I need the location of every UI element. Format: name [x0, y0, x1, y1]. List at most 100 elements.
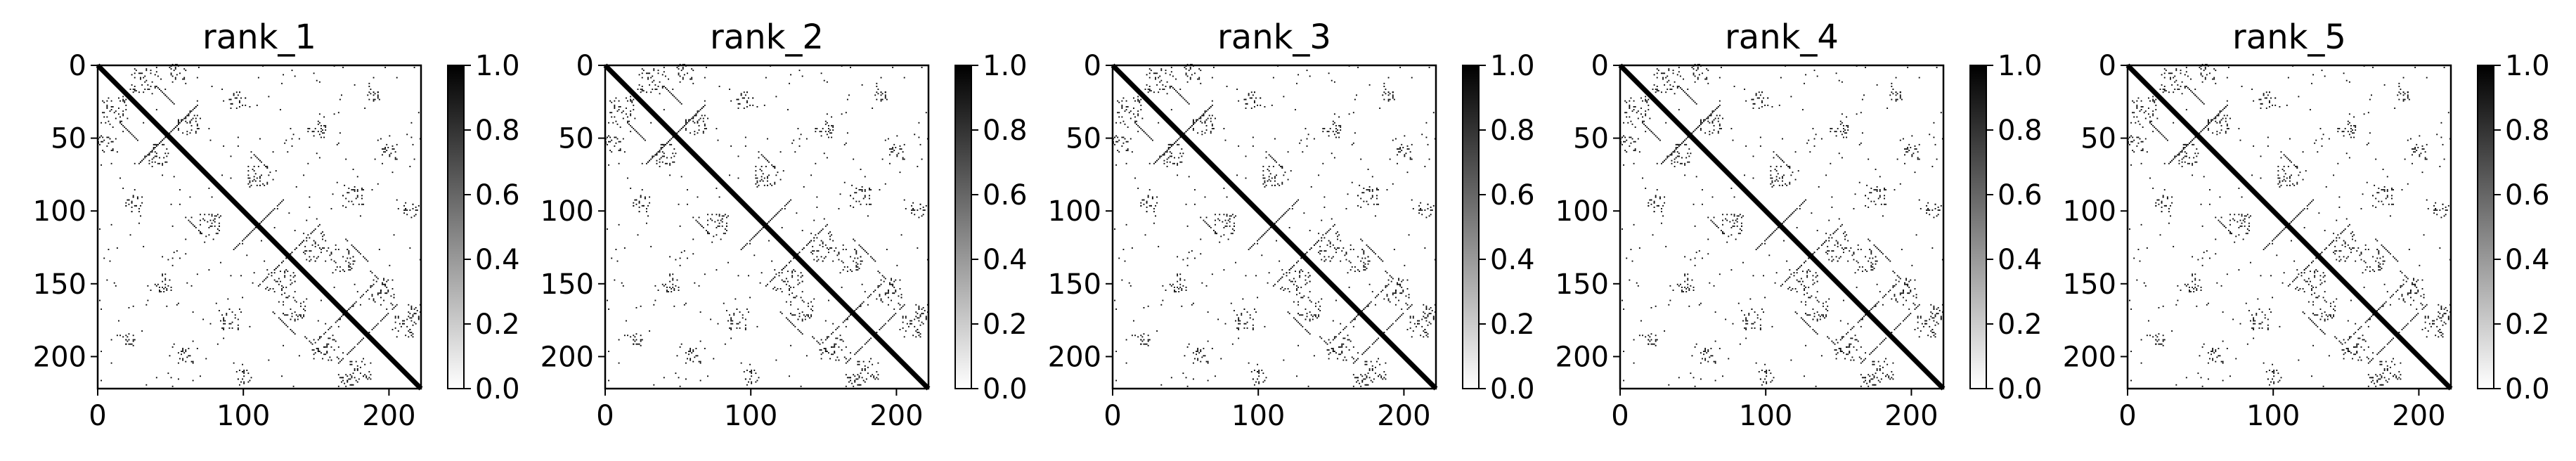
- contact-point: [254, 173, 257, 175]
- contact-point: [746, 91, 748, 93]
- contact-point: [691, 117, 693, 119]
- contact-point: [106, 145, 108, 147]
- contact-point: [668, 90, 669, 92]
- contact-point: [864, 370, 866, 371]
- contact-point: [386, 143, 388, 145]
- contact-point: [344, 184, 346, 186]
- contact-point: [816, 250, 818, 252]
- contact-point: [653, 68, 655, 70]
- contact-point: [321, 233, 322, 235]
- contact-point: [1315, 242, 1316, 245]
- contact-point: [922, 323, 924, 325]
- contact-point: [1326, 244, 1328, 246]
- contact-point: [704, 77, 706, 79]
- contact-point: [828, 249, 829, 250]
- contact-point: [842, 249, 844, 250]
- contact-point: [170, 100, 172, 102]
- contact-point: [1309, 291, 1311, 293]
- contact-point: [345, 385, 347, 387]
- contact-point: [692, 349, 694, 351]
- contact-point: [403, 209, 405, 211]
- contact-point: [664, 75, 666, 77]
- contact-point: [163, 138, 165, 140]
- contact-point: [626, 108, 627, 109]
- contact-point: [659, 158, 661, 160]
- contact-point: [744, 378, 746, 380]
- contact-point: [1371, 365, 1373, 367]
- contact-point: [1432, 204, 1435, 207]
- contact-point: [1233, 216, 1235, 219]
- colorbar-tick-label: 0.6: [983, 179, 1028, 212]
- contact-point: [854, 249, 856, 250]
- contact-point: [342, 377, 344, 379]
- contact-point: [656, 162, 658, 164]
- contact-point: [1804, 261, 1805, 264]
- contact-point: [292, 385, 295, 387]
- contact-point: [1428, 313, 1430, 315]
- contact-point: [841, 349, 843, 351]
- contact-point: [1908, 314, 1910, 316]
- contact-point: [860, 189, 862, 190]
- contact-point: [1170, 377, 1172, 379]
- contact-point: [196, 273, 198, 275]
- contact-point: [1717, 132, 1719, 134]
- contact-point: [672, 161, 674, 163]
- contact-point: [1827, 336, 1829, 338]
- contact-point: [879, 329, 881, 330]
- contact-point: [759, 180, 761, 182]
- contact-point: [892, 292, 894, 294]
- contact-point: [1671, 154, 1673, 156]
- contact-point: [1309, 311, 1311, 313]
- contact-point: [344, 271, 346, 273]
- contact-point: [325, 346, 327, 348]
- contact-point: [1163, 152, 1165, 155]
- contact-point: [1192, 119, 1194, 121]
- contact-point: [812, 310, 814, 311]
- contact-point: [230, 177, 232, 179]
- contact-point: [1409, 316, 1411, 318]
- contact-point: [1148, 77, 1151, 79]
- contact-point: [278, 301, 280, 303]
- contact-point: [1332, 347, 1334, 349]
- contact-point: [410, 309, 413, 310]
- contact-point: [672, 136, 674, 138]
- contact-point: [661, 86, 664, 87]
- contact-point: [1427, 203, 1429, 205]
- contact-point: [717, 225, 719, 227]
- contact-point: [801, 299, 803, 301]
- contact-point: [1645, 113, 1647, 115]
- contact-point: [879, 295, 881, 297]
- contact-point: [1121, 145, 1123, 147]
- contact-point: [1302, 297, 1304, 299]
- contact-point: [367, 94, 369, 96]
- contact-point: [1284, 171, 1286, 174]
- contact-point: [166, 305, 168, 307]
- contact-point: [1383, 98, 1385, 100]
- contact-point: [828, 299, 829, 301]
- contact-point: [1146, 202, 1148, 204]
- contact-point: [1283, 290, 1285, 291]
- contact-point: [1684, 139, 1686, 141]
- contact-point: [672, 152, 674, 155]
- contact-point: [1280, 165, 1282, 167]
- contact-point: [1424, 165, 1426, 167]
- contact-point: [249, 177, 251, 179]
- contact-point: [876, 91, 878, 93]
- contact-point: [1192, 129, 1194, 131]
- contact-point: [1271, 157, 1273, 159]
- contact-point: [1390, 324, 1392, 326]
- contact-point: [1364, 361, 1366, 363]
- contact-point: [162, 275, 164, 277]
- contact-point: [1363, 266, 1365, 268]
- contact-point: [329, 327, 331, 329]
- contact-point: [1714, 117, 1716, 119]
- contact-point: [1399, 148, 1402, 150]
- contact-point: [846, 266, 848, 268]
- contact-point: [1226, 225, 1228, 227]
- contact-point: [1637, 117, 1639, 119]
- contact-point: [1122, 249, 1125, 250]
- contact-point: [742, 317, 744, 319]
- contact-point: [845, 325, 847, 327]
- contact-point: [1345, 346, 1347, 348]
- contact-point: [752, 97, 754, 99]
